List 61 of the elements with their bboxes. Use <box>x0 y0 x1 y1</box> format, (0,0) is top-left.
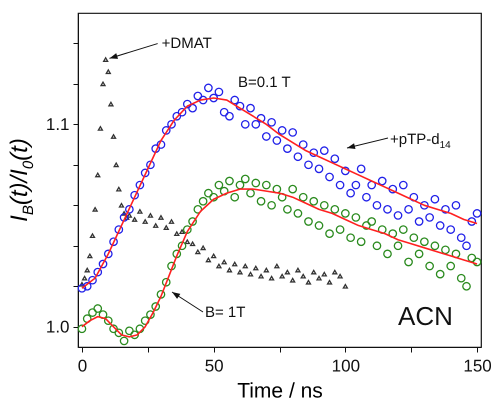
point <box>279 274 285 279</box>
point <box>242 264 248 268</box>
point <box>311 270 316 274</box>
point <box>190 241 196 246</box>
point <box>184 239 190 244</box>
point <box>137 208 143 214</box>
x-axis-title: Time / ns <box>237 380 323 402</box>
point <box>92 206 98 212</box>
point <box>264 268 269 272</box>
point <box>232 262 238 266</box>
point <box>337 274 343 279</box>
point <box>258 274 264 279</box>
x-tick-label: 100 <box>332 356 360 376</box>
point <box>216 264 222 268</box>
point <box>226 268 232 272</box>
point <box>295 268 301 272</box>
point <box>168 219 174 224</box>
point <box>153 223 158 228</box>
point <box>106 69 111 74</box>
point <box>110 134 116 139</box>
point <box>142 219 148 224</box>
point <box>253 266 258 270</box>
annotation: ACN <box>398 301 453 331</box>
point <box>342 284 348 289</box>
point <box>284 270 290 274</box>
x-tick-label: 0 <box>78 356 88 376</box>
point <box>306 280 312 285</box>
point <box>108 102 114 106</box>
point <box>200 245 206 250</box>
annotation: +pTP-d$_{14}$ <box>390 131 451 151</box>
annotation: B=0.1 T <box>238 74 291 91</box>
point <box>84 268 90 272</box>
y-tick-label: 1.0 <box>46 317 70 336</box>
point <box>222 260 227 264</box>
point <box>268 276 274 281</box>
point <box>82 276 88 281</box>
point <box>90 233 96 238</box>
x-tick-label: 50 <box>204 356 224 376</box>
point <box>237 270 243 274</box>
point <box>100 81 106 86</box>
point <box>103 57 108 62</box>
point <box>332 270 338 274</box>
x-tick-label: 150 <box>463 356 491 376</box>
point <box>322 272 327 277</box>
point <box>164 225 169 230</box>
point <box>300 274 306 279</box>
point <box>116 186 122 192</box>
point <box>316 276 322 281</box>
point <box>195 249 200 254</box>
annotation: B= 1T <box>205 304 246 321</box>
point <box>174 231 180 236</box>
point <box>248 272 254 277</box>
point <box>326 280 332 285</box>
point <box>290 278 296 283</box>
point <box>114 162 119 168</box>
point <box>179 229 185 234</box>
y-tick-label: 1.1 <box>46 114 70 134</box>
point <box>132 217 138 222</box>
annotation: +DMAT <box>162 34 212 52</box>
point <box>118 202 124 208</box>
point <box>274 264 280 268</box>
